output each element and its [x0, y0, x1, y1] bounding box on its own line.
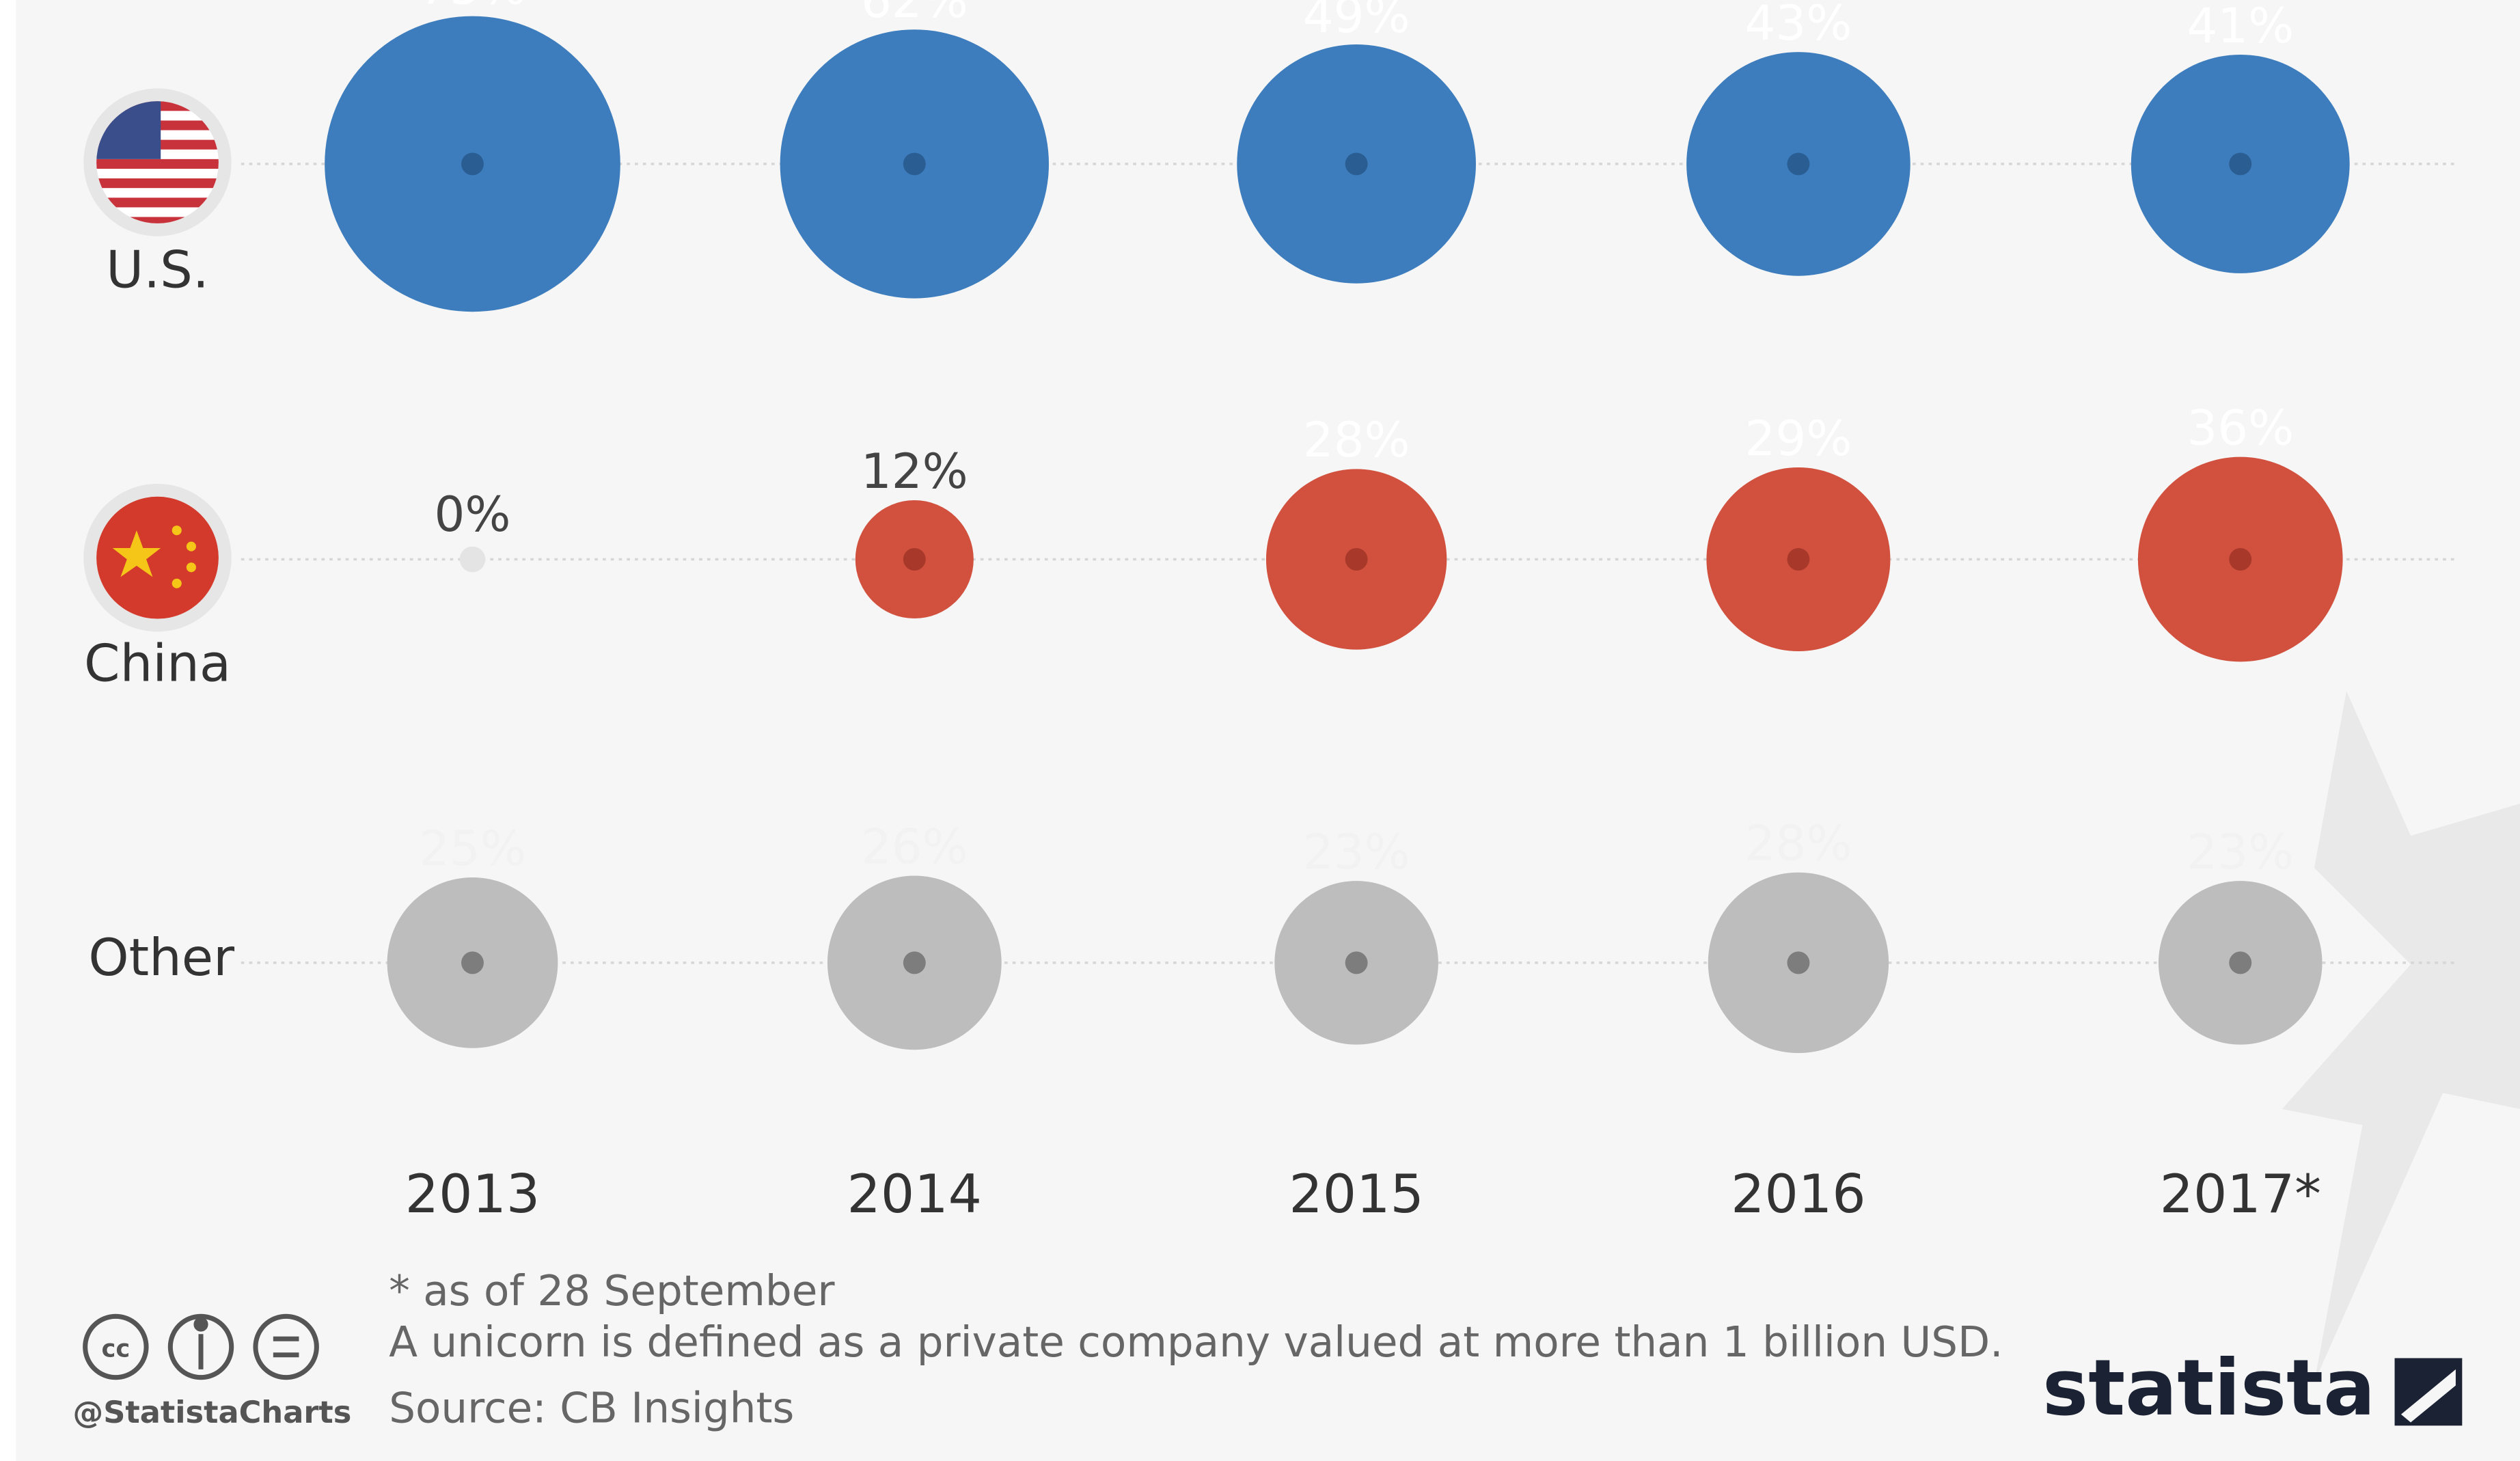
center-dot — [459, 546, 486, 573]
value-label: 29% — [1745, 411, 1852, 467]
x-tick-label: 2017* — [2160, 1164, 2321, 1225]
center-dot — [461, 152, 484, 176]
left-border — [0, 0, 16, 1461]
center-dot — [903, 548, 926, 571]
value-label: 23% — [1303, 824, 1410, 880]
value-label: 36% — [2187, 400, 2294, 456]
center-dot — [1787, 152, 1810, 176]
value-label: 43% — [1745, 0, 1852, 51]
center-dot — [1345, 152, 1368, 176]
center-dot — [1787, 951, 1810, 974]
handle: @StatistaCharts — [73, 1395, 352, 1430]
value-label: 23% — [2187, 824, 2294, 880]
value-label: 41% — [2187, 0, 2294, 54]
note: A unicorn is defined as a private compan… — [389, 1318, 2003, 1367]
note: * as of 28 September — [389, 1267, 835, 1315]
cc-text: cc — [101, 1335, 130, 1363]
center-dot — [2229, 152, 2252, 176]
row-label: China — [84, 633, 231, 694]
center-dot — [2229, 951, 2252, 974]
center-dot — [2229, 548, 2252, 571]
us-flag — [83, 88, 232, 236]
china-flag — [83, 483, 232, 632]
center-dot — [903, 152, 926, 176]
marks: U.S. 75% 62% 49% 43% 41% China 0% 12% 28% 29% 36% Ot… — [84, 0, 2459, 1225]
value-label: 25% — [419, 821, 526, 877]
x-tick-label: 2015 — [1289, 1164, 1424, 1225]
value-label: 75% — [419, 0, 526, 15]
brand-mark — [2394, 1358, 2463, 1426]
value-label: 26% — [861, 819, 968, 875]
brand-logo: statista — [2042, 1343, 2375, 1433]
center-dot — [1787, 548, 1810, 571]
value-label: 12% — [861, 443, 968, 500]
x-tick-label: 2013 — [405, 1164, 540, 1225]
value-label: 0% — [435, 487, 511, 543]
cc-icons — [83, 1313, 319, 1380]
center-dot — [1345, 548, 1368, 571]
source: Source: CB Insights — [389, 1384, 794, 1433]
x-tick-label: 2014 — [847, 1164, 983, 1225]
row-label: Other — [88, 927, 234, 987]
value-label: 49% — [1303, 0, 1410, 44]
value-label: 28% — [1745, 816, 1852, 872]
value-label: 62% — [861, 0, 968, 29]
row-label: U.S. — [106, 239, 209, 299]
value-label: 28% — [1303, 412, 1410, 468]
unicorn-decoration — [2282, 691, 2520, 1382]
center-dot — [903, 951, 926, 974]
center-dot — [1345, 951, 1368, 974]
center-dot — [461, 951, 484, 974]
x-tick-label: 2016 — [1731, 1164, 1866, 1225]
